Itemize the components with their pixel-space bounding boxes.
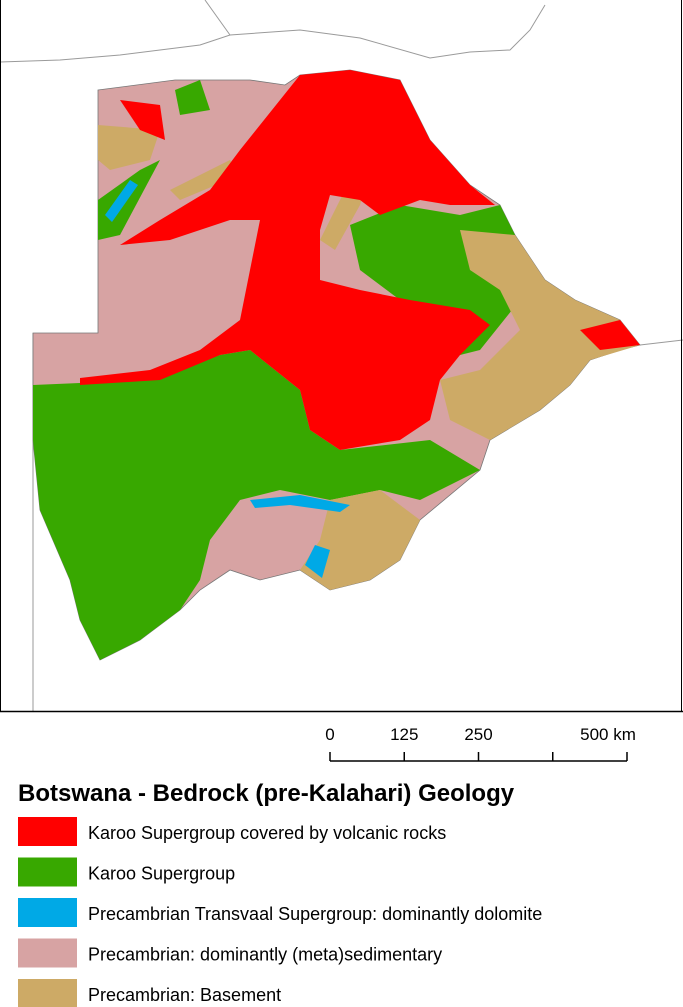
map-region: [250, 495, 350, 512]
map-region: [300, 490, 420, 590]
legend-label: Precambrian: dominantly (meta)sedimentar…: [88, 945, 442, 965]
legend: Karoo Supergroup covered by volcanic roc…: [18, 817, 542, 1007]
legend-swatch: [18, 938, 77, 968]
map: [0, 0, 683, 713]
map-region: [120, 100, 165, 140]
legend-swatch: [18, 898, 77, 927]
map-region: [33, 350, 480, 660]
legend-swatch: [18, 979, 77, 1007]
legend-title: Botswana - Bedrock (pre-Kalahari) Geolog…: [18, 780, 515, 807]
map-region: [175, 80, 210, 115]
scale-label: 125: [390, 725, 418, 744]
legend-label: Karoo Supergroup covered by volcanic roc…: [88, 823, 446, 843]
scale-bar: 0 125 250 500 km: [325, 725, 636, 762]
country-border: [639, 339, 683, 346]
map-region: [170, 160, 240, 200]
legend-label: Precambrian: Basement: [88, 985, 281, 1005]
scale-label: 0: [325, 725, 334, 744]
legend-swatch: [18, 817, 77, 846]
map-region: [580, 320, 640, 350]
map-region: [305, 545, 330, 578]
map-region: [80, 70, 495, 450]
legend-swatch: [18, 857, 77, 887]
scale-label: 500 km: [580, 725, 636, 744]
country-border: [0, 4, 546, 63]
scale-label: 250: [464, 725, 492, 744]
map-region: [440, 230, 640, 440]
map-region: [98, 160, 160, 240]
legend-label: Karoo Supergroup: [88, 864, 235, 884]
map-region: [105, 180, 138, 222]
legend-label: Precambrian Transvaal Supergroup: domina…: [88, 904, 542, 924]
map-region: [98, 125, 160, 170]
country-border: [204, 0, 231, 36]
